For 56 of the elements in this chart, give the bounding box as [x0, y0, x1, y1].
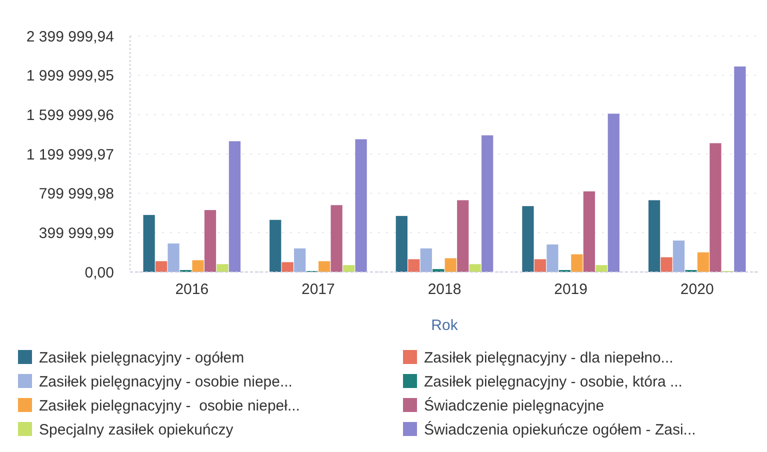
bar [444, 258, 456, 272]
bar [355, 139, 367, 272]
bar [143, 214, 155, 272]
bar [168, 243, 180, 272]
bar [408, 259, 420, 272]
legend-label: Świadczenia opiekuńcze ogółem - Zasi... [424, 420, 696, 438]
legend-label: Zasiłek pielęgnacyjny - osobie niepeł... [39, 397, 300, 414]
y-tick-label: 799 999,98 [38, 186, 114, 203]
bar [534, 259, 546, 272]
bar [204, 210, 216, 272]
bar [710, 143, 722, 272]
y-tick-label: 399 999,99 [38, 224, 114, 242]
bar [608, 114, 620, 272]
bar [522, 206, 534, 272]
bar [469, 264, 481, 272]
bar [330, 205, 342, 272]
legend-label: Zasiłek pielęgnacyjny - osobie, która ... [424, 373, 682, 390]
bar [697, 252, 710, 272]
bar [270, 220, 282, 272]
bar [216, 264, 228, 272]
bar [282, 262, 294, 272]
bar [660, 257, 672, 272]
x-tick-label: 2020 [680, 281, 714, 298]
y-tick-label: 1 199 999,97 [26, 146, 114, 164]
x-axis-title: Rok [431, 317, 458, 334]
bar [342, 265, 355, 272]
bar [546, 244, 558, 272]
bar [432, 269, 444, 272]
bar [734, 66, 746, 272]
legend-label: Świadczenie pielęgnacyjne [424, 396, 604, 414]
y-tick-label: 0,00 [84, 264, 114, 282]
bar [457, 200, 469, 272]
x-tick-label: 2018 [428, 281, 462, 298]
x-tick-label: 2019 [554, 281, 588, 298]
bar [482, 135, 494, 272]
bar [294, 248, 306, 272]
legend-label: Zasiłek pielęgnacyjny - dla niepełno... [424, 349, 674, 366]
bar [192, 260, 204, 272]
legend-label: Zasiłek pielęgnacyjny - osobie niepe... [39, 373, 292, 390]
bar [583, 191, 595, 272]
legend-label: Specjalny zasiłek opiekuńczy [39, 421, 234, 438]
bar [420, 248, 432, 272]
bar [228, 141, 241, 272]
bar [648, 200, 660, 272]
x-tick-label: 2016 [175, 281, 209, 298]
y-tick-label: 1 999 999,95 [26, 68, 114, 85]
legend-label: Zasiłek pielęgnacyjny - ogółem [39, 349, 244, 366]
bar [571, 254, 583, 272]
y-tick-label: 1 599 999,96 [26, 106, 114, 124]
bar [318, 261, 330, 272]
y-tick-label: 2 399 999,94 [26, 28, 114, 46]
bar [596, 265, 608, 272]
bar [672, 240, 685, 272]
x-tick-label: 2017 [302, 281, 335, 298]
bar [155, 261, 168, 272]
bar [396, 216, 408, 272]
